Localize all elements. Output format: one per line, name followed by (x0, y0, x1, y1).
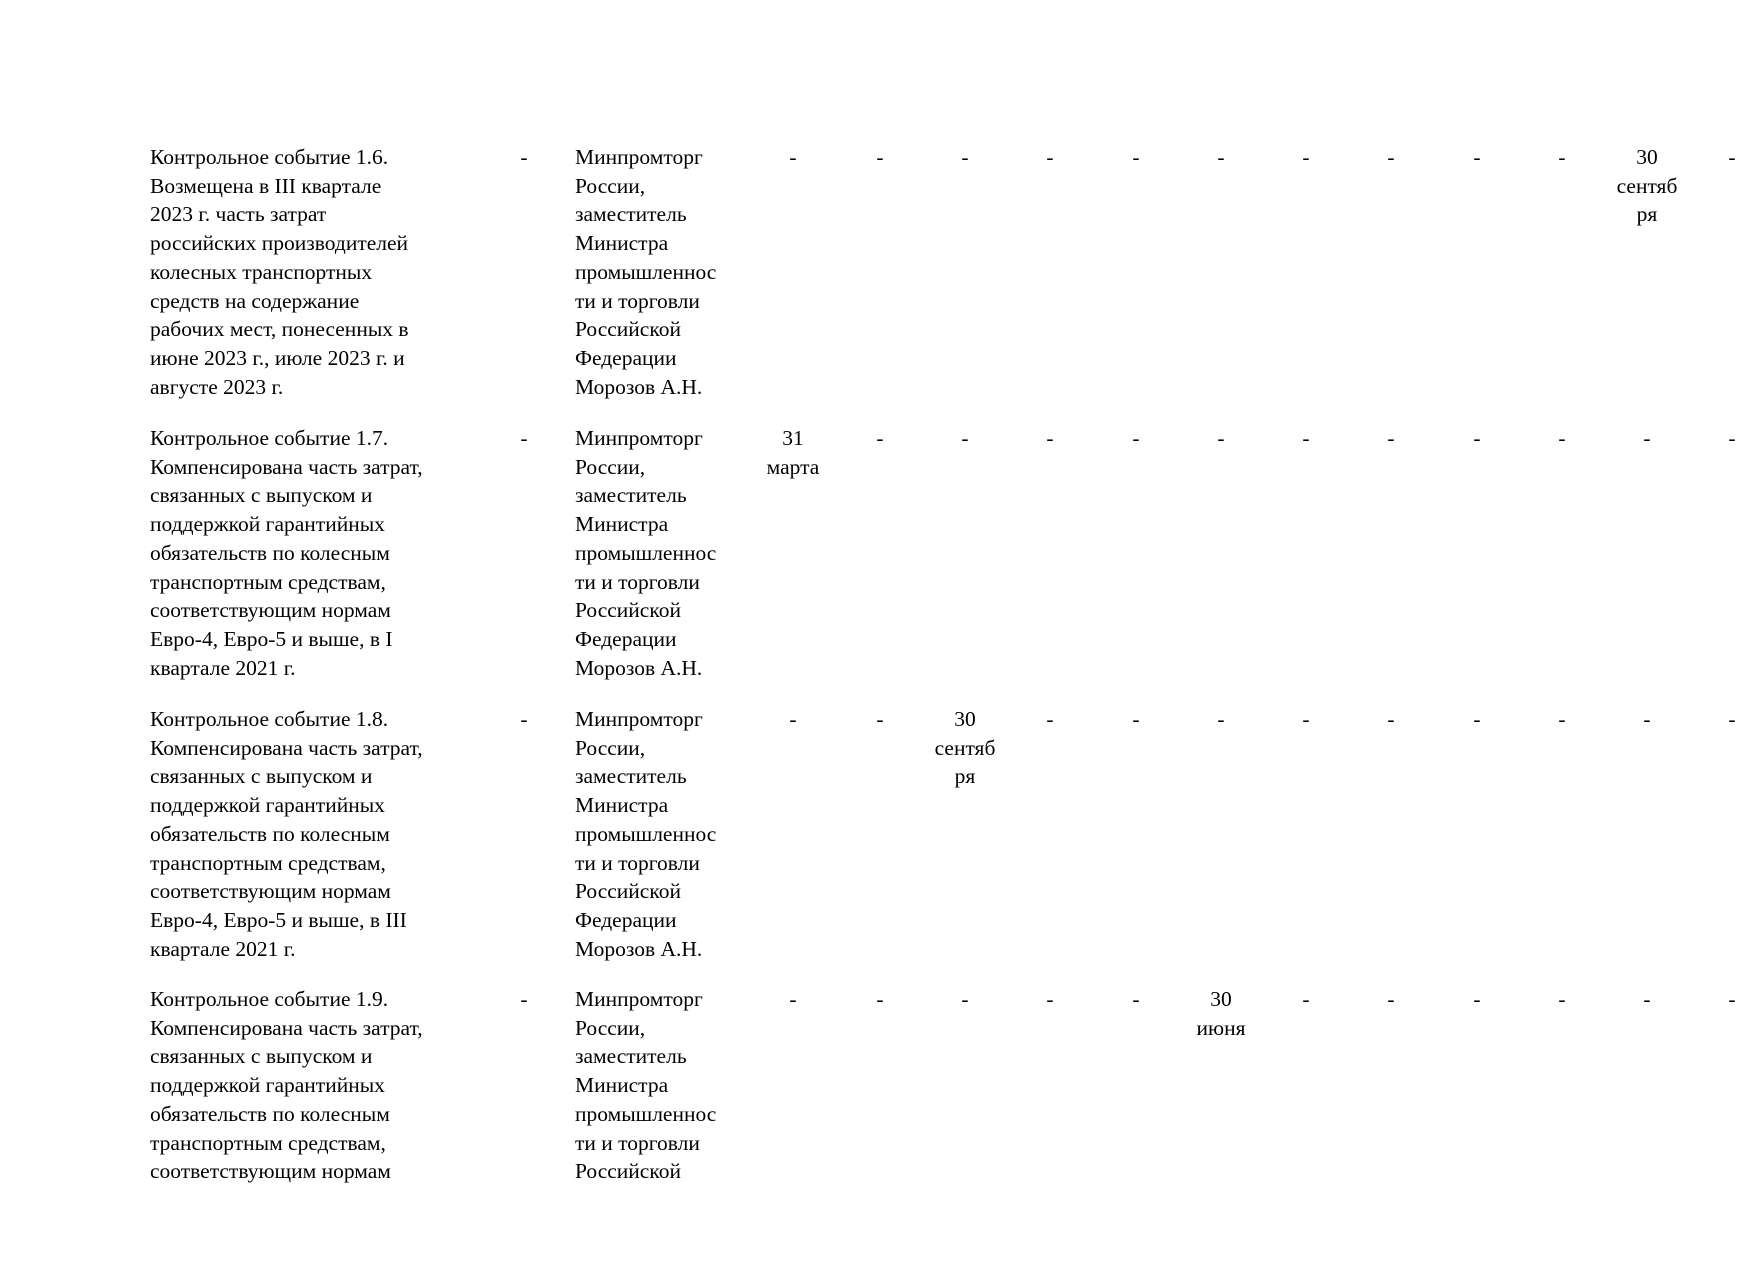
date-cell: - (1132, 426, 1140, 450)
date-cell: - (1132, 707, 1140, 731)
date-cell: - (1558, 987, 1566, 1011)
date-cell: - (1217, 426, 1225, 450)
date-cell: - (1473, 426, 1481, 450)
table-row: Контрольное событие 1.6. Возмещена в III… (0, 143, 1754, 423)
date-cell: - (1046, 426, 1054, 450)
table-row: Контрольное событие 1.8. Компенсирована … (0, 705, 1754, 985)
date-cell: - (1046, 145, 1054, 169)
date-cell: - (961, 987, 969, 1011)
column-2-value: - (520, 987, 528, 1011)
event-description: Контрольное событие 1.6. Возмещена в III… (150, 145, 409, 399)
responsible-executor: Минпромторг России, заместитель Министра… (575, 426, 717, 680)
date-cell: - (1302, 707, 1310, 731)
date-cell: - (1132, 987, 1140, 1011)
date-cell: - (1387, 987, 1395, 1011)
date-cell: - (1728, 707, 1736, 731)
date-cell: - (961, 145, 969, 169)
date-cell: - (789, 707, 797, 731)
responsible-executor: Минпромторг России, заместитель Министра… (575, 145, 717, 399)
date-cell: - (1558, 426, 1566, 450)
date-cell: 30 сентяб ря (934, 707, 996, 789)
responsible-executor: Минпромторг России, заместитель Министра… (575, 707, 717, 961)
column-2-value: - (520, 145, 528, 169)
date-cell: - (1643, 987, 1651, 1011)
date-cell: - (1728, 145, 1736, 169)
table-row: Контрольное событие 1.9. Компенсирована … (0, 985, 1754, 1265)
date-cell: - (876, 987, 884, 1011)
date-cell: - (1302, 426, 1310, 450)
date-cell: - (961, 426, 969, 450)
date-cell: - (789, 987, 797, 1011)
date-cell: - (1387, 707, 1395, 731)
event-description: Контрольное событие 1.9. Компенсирована … (150, 987, 423, 1184)
table-row: Контрольное событие 1.7. Компенсирована … (0, 424, 1754, 704)
date-cell: - (1387, 426, 1395, 450)
date-cell: - (876, 707, 884, 731)
date-cell: - (1217, 707, 1225, 731)
date-cell: 30 июня (1196, 987, 1246, 1040)
date-cell: - (876, 426, 884, 450)
event-description: Контрольное событие 1.8. Компенсирована … (150, 707, 423, 961)
date-cell: - (1728, 987, 1736, 1011)
column-2-value: - (520, 426, 528, 450)
date-cell: - (1217, 145, 1225, 169)
responsible-executor: Минпромторг России, заместитель Министра… (575, 987, 717, 1184)
date-cell: - (876, 145, 884, 169)
date-cell: - (1387, 145, 1395, 169)
date-cell: - (1302, 145, 1310, 169)
date-cell: - (1302, 987, 1310, 1011)
date-cell: - (1643, 426, 1651, 450)
date-cell: - (1728, 426, 1736, 450)
date-cell: - (1473, 987, 1481, 1011)
date-cell: 30 сентяб ря (1616, 145, 1678, 227)
date-cell: 31 марта (766, 426, 820, 479)
column-2-value: - (520, 707, 528, 731)
date-cell: - (1558, 707, 1566, 731)
date-cell: - (1473, 145, 1481, 169)
date-cell: - (1046, 707, 1054, 731)
date-cell: - (1046, 987, 1054, 1011)
date-cell: - (1643, 707, 1651, 731)
date-cell: - (789, 145, 797, 169)
date-cell: - (1473, 707, 1481, 731)
event-description: Контрольное событие 1.7. Компенсирована … (150, 426, 423, 680)
date-cell: - (1558, 145, 1566, 169)
date-cell: - (1132, 145, 1140, 169)
